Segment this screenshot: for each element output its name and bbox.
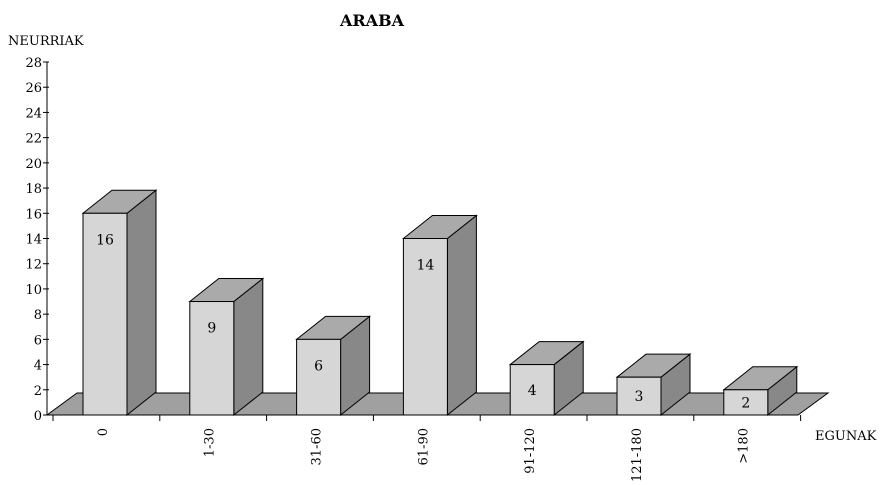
y-tick-label: 26 — [25, 81, 42, 96]
x-tick-label: 1-30 — [203, 428, 218, 457]
x-tick-label: 61-90 — [416, 428, 431, 465]
x-axis-label: EGUNAK — [815, 429, 877, 444]
y-tick-label: 10 — [25, 283, 42, 298]
bar — [616, 376, 662, 416]
bar — [189, 301, 235, 416]
bar-side — [126, 189, 157, 417]
x-tick-label: 31-60 — [310, 428, 325, 465]
y-tick-label: 8 — [34, 308, 42, 323]
bar — [296, 338, 342, 416]
bar — [509, 364, 555, 416]
data-label: 16 — [96, 232, 114, 248]
y-tick-label: 28 — [25, 56, 42, 71]
y-tick-label: 6 — [34, 333, 42, 348]
y-tick-label: 12 — [25, 258, 42, 273]
data-label: 6 — [314, 358, 323, 374]
bar — [723, 389, 769, 416]
bar — [402, 238, 448, 416]
data-label: 14 — [416, 258, 434, 274]
bar-side — [446, 214, 477, 417]
y-tick-label: 22 — [25, 132, 42, 147]
y-tick-label: 18 — [25, 182, 42, 197]
chart-title: ARABA — [339, 11, 405, 30]
x-tick-label: 0 — [96, 428, 111, 436]
data-label: 2 — [741, 395, 750, 411]
y-tick-label: 16 — [25, 207, 42, 222]
bar — [82, 212, 128, 416]
plot-area: 024681012141618202224262816091-30631-601… — [25, 56, 830, 482]
y-axis-label: NEURRIAK — [8, 34, 84, 49]
y-tick-label: 2 — [34, 384, 42, 399]
x-tick-label: >180 — [737, 428, 752, 464]
y-tick-label: 24 — [25, 106, 42, 121]
bar-side — [233, 277, 264, 417]
y-tick-label: 14 — [25, 233, 42, 248]
y-tick-label: 4 — [34, 359, 42, 374]
data-label: 3 — [635, 389, 644, 405]
data-label: 4 — [528, 383, 537, 399]
x-tick-label: 91-120 — [523, 428, 538, 474]
y-tick-label: 20 — [25, 157, 42, 172]
x-tick-label: 121-180 — [630, 428, 645, 482]
y-tick-label: 0 — [34, 409, 42, 424]
data-label: 9 — [207, 321, 216, 337]
